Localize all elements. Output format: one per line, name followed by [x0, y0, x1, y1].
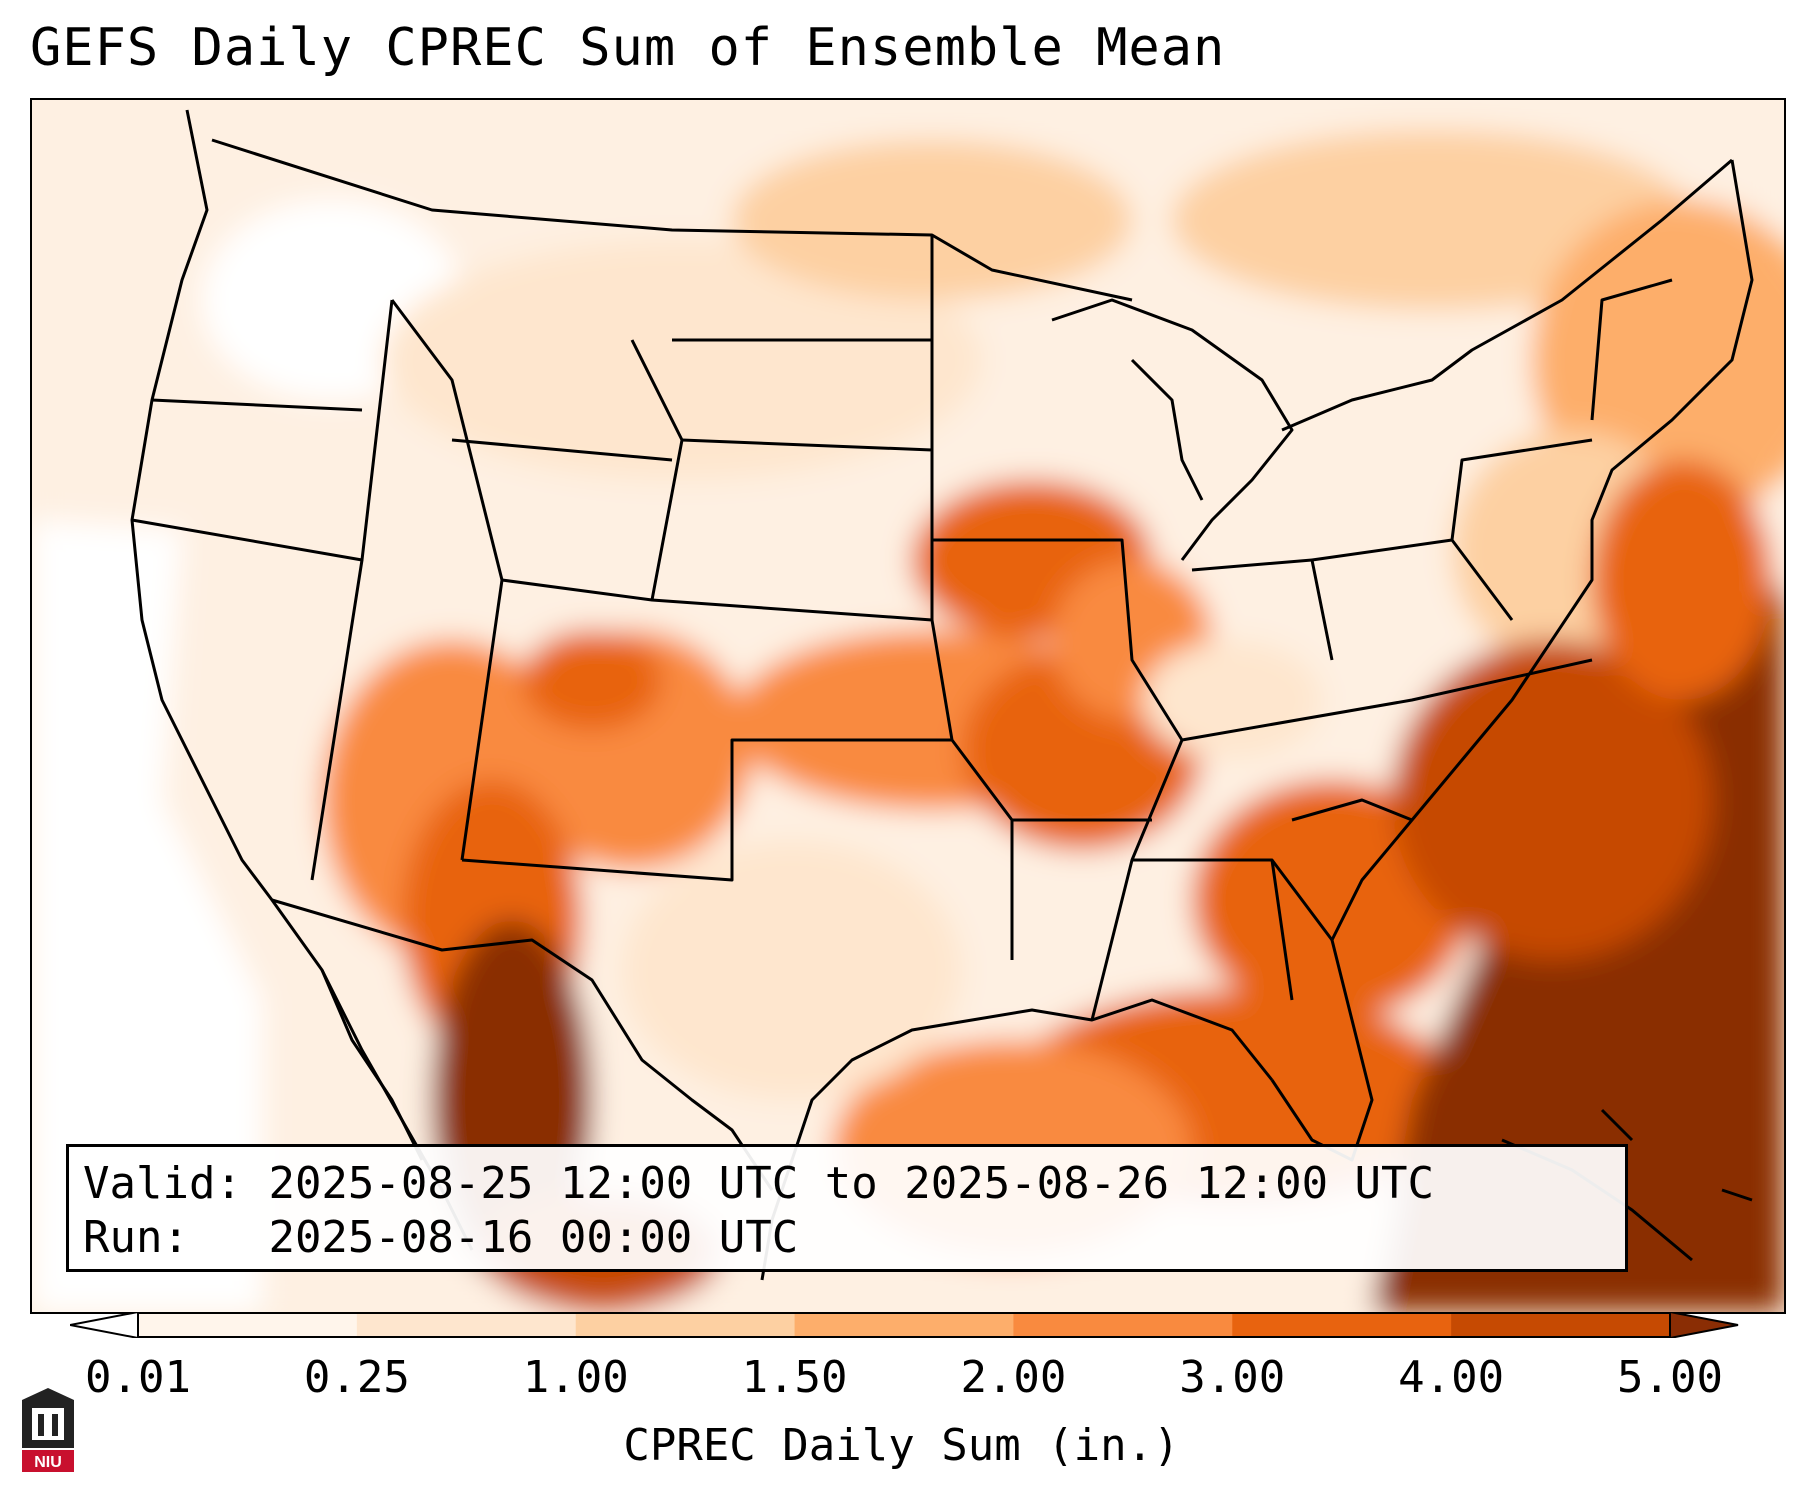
colorbar-tick-label: 4.00 — [1398, 1352, 1505, 1403]
valid-value: 2025-08-25 12:00 UTC to 2025-08-26 12:00… — [268, 1158, 1435, 1209]
run-row: Run: 2025-08-16 00:00 UTC — [83, 1211, 1611, 1265]
precipitation-map — [30, 98, 1786, 1314]
niu-logo: NIU — [22, 1388, 74, 1472]
valid-row: Valid: 2025-08-25 12:00 UTC to 2025-08-2… — [83, 1157, 1611, 1211]
run-label: Run: — [83, 1212, 189, 1263]
run-value: 2025-08-16 00:00 UTC — [268, 1212, 799, 1263]
colorbar-label: CPREC Daily Sum (in.) — [623, 1420, 1180, 1471]
colorbar-segment — [138, 1313, 358, 1337]
colorbar-tick-label: 0.01 — [85, 1352, 191, 1403]
colorbar-segment — [575, 1313, 796, 1337]
logo-text: NIU — [34, 1454, 62, 1471]
colorbar — [70, 1312, 1739, 1338]
colorbar-under-extension — [70, 1312, 139, 1338]
colorbar-tick-label: 5.00 — [1617, 1352, 1723, 1403]
valid-label: Valid: — [83, 1158, 242, 1209]
colorbar-segments — [138, 1313, 1671, 1337]
colorbar-tick-label: 1.00 — [522, 1352, 629, 1403]
colorbar-segment — [794, 1313, 1014, 1337]
colorbar-tick-label: 0.25 — [303, 1352, 410, 1403]
colorbar-tick-label: 1.50 — [741, 1352, 848, 1403]
colorbar-segment — [1451, 1313, 1671, 1337]
colorbar-over-extension — [1669, 1312, 1739, 1338]
state-boundaries — [130, 109, 1754, 1281]
colorbar-tick-label: 3.00 — [1179, 1352, 1286, 1403]
colorbar-segment — [1013, 1313, 1233, 1337]
map-title: GEFS Daily CPREC Sum of Ensemble Mean — [30, 18, 1226, 78]
colorbar-tick-labels: 0.01 0.25 1.00 1.50 2.00 3.00 4.00 5.00 — [0, 1352, 1803, 1412]
colorbar-segment — [356, 1313, 577, 1337]
colorbar-tick-label: 2.00 — [960, 1352, 1067, 1403]
precipitation-field — [32, 100, 1784, 1312]
valid-run-info-box: Valid: 2025-08-25 12:00 UTC to 2025-08-2… — [66, 1144, 1628, 1272]
colorbar-segment — [1232, 1313, 1452, 1337]
